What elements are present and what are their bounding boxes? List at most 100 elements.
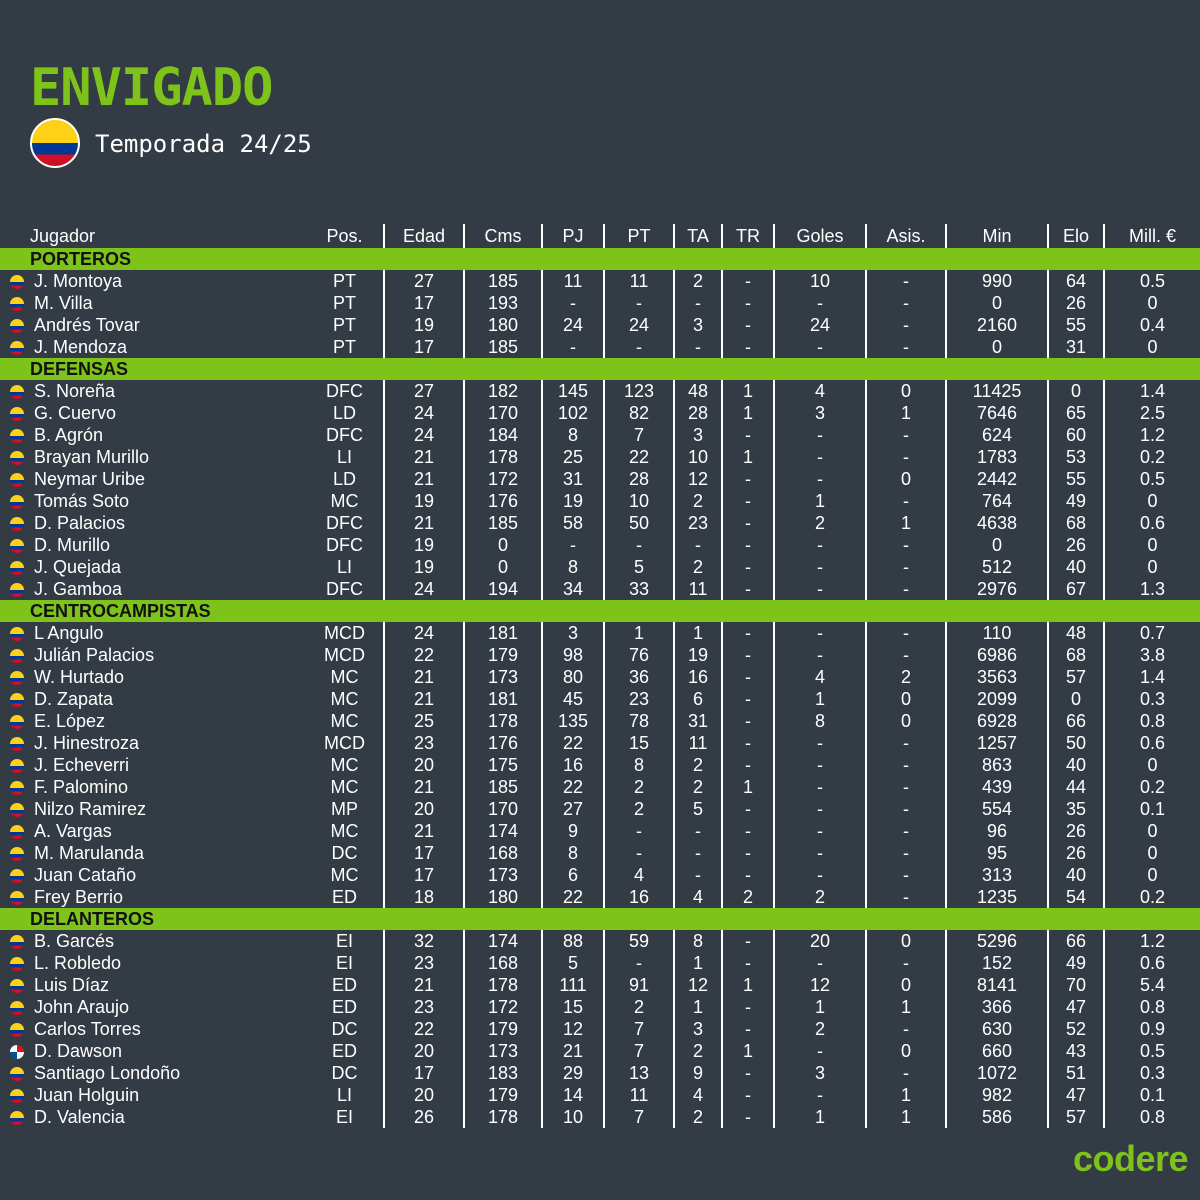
cell-age: 17 [383,1062,464,1084]
table-row: F. Palomino MC 21 185 22 2 2 1- -439 44 0.2 [0,776,1200,798]
cell-minutes: 7646 [945,402,1048,424]
cell-value: 0 [1103,556,1200,578]
cell-age: 17 [383,864,464,886]
cell-player: E. López [0,710,306,732]
player-name: Juan Cataño [34,865,137,885]
table-row: L Angulo MCD 24 181 3 1 1- - -110 48 0.7 [0,622,1200,644]
cell-height: 193 [463,292,542,314]
colombia-flag-icon [10,1001,24,1015]
cell-minutes: 586 [945,1106,1048,1128]
cell-yellow-cards: 12 [673,468,722,490]
cell-goals: - [773,864,866,886]
cell-elo: 26 [1047,820,1104,842]
cell-matches-started: 91 [603,974,674,996]
cell-elo: 67 [1047,578,1104,600]
cell-position: PT [332,337,356,357]
cell-value: 0 [1103,292,1200,314]
cell-height: 174 [463,820,542,842]
cell-age: 27 [383,270,464,292]
cell-goals: - [773,622,866,644]
cell-position: LI [336,1085,352,1105]
cell-matches-played: 10 [541,1106,604,1128]
cell-goals: 24 [773,314,866,336]
cell-red-cards: - [721,314,774,336]
table-row: B. Agrón DFC 24 184 8 7 3- - -624 60 1.2 [0,424,1200,446]
cell-value: 1.3 [1103,578,1200,600]
cell-red-cards: 1 [721,776,774,798]
cell-position: DFC [326,425,363,445]
cell-age: 19 [383,556,464,578]
cell-elo: 50 [1047,732,1104,754]
cell-value: 0.6 [1103,512,1200,534]
cell-elo: 49 [1047,490,1104,512]
cell-red-cards: 1 [721,446,774,468]
cell-player: Santiago Londoño [0,1062,306,1084]
player-name: W. Hurtado [34,667,125,687]
table-row: D. Murillo DFC 19 0- - - - - -0 26 0 [0,534,1200,556]
cell-goals: - [773,644,866,666]
cell-matches-played: 31 [541,468,604,490]
player-name: M. Marulanda [34,843,145,863]
cell-height: 179 [463,644,542,666]
table-row: Andrés Tovar PT 19 180 24 24 3-24-2160 55 0.4 [0,314,1200,336]
cell-assists: 0 [865,1040,946,1062]
cell-assists: - [865,490,946,512]
colombia-flag-icon [10,561,24,575]
column-header-value: Mill. € [1103,224,1200,248]
cell-player: D. Dawson [0,1040,306,1062]
cell-value: 3.8 [1103,644,1200,666]
cell-matches-started: 36 [603,666,674,688]
colombia-flag-icon [10,891,24,905]
cell-value: 0.1 [1103,798,1200,820]
cell-yellow-cards: 4 [673,886,722,908]
cell-minutes: 630 [945,1018,1048,1040]
cell-minutes: 990 [945,270,1048,292]
cell-height: 170 [463,798,542,820]
cell-player: D. Zapata [0,688,306,710]
cell-position: MCD [324,645,365,665]
cell-assists: 1 [865,1106,946,1128]
cell-minutes: 6986 [945,644,1048,666]
cell-assists: - [865,732,946,754]
cell-position: ED [331,997,357,1017]
cell-age: 19 [383,490,464,512]
cell-red-cards: - [721,996,774,1018]
cell-height: 172 [463,468,542,490]
cell-player: J. Gamboa [0,578,306,600]
cell-matches-played: 3 [541,622,604,644]
cell-matches-started: - [603,534,674,556]
cell-matches-played: 15 [541,996,604,1018]
section-label: DELANTEROS [0,908,1200,930]
cell-minutes: 982 [945,1084,1048,1106]
cell-elo: 68 [1047,512,1104,534]
cell-yellow-cards: - [673,336,722,358]
colombia-flag-icon [10,297,24,311]
cell-matches-played: 102 [541,402,604,424]
colombia-flag-icon [30,118,80,168]
player-name: J. Mendoza [34,337,128,357]
cell-height: 178 [463,974,542,996]
cell-matches-played: 9 [541,820,604,842]
cell-position: EI [335,931,353,951]
cell-yellow-cards: - [673,820,722,842]
cell-assists: 0 [865,930,946,952]
cell-minutes: 6928 [945,710,1048,732]
cell-minutes: 95 [945,842,1048,864]
cell-goals: - [773,556,866,578]
cell-value: 0.6 [1103,732,1200,754]
cell-assists: 0 [865,380,946,402]
cell-value: 0.3 [1103,688,1200,710]
cell-goals: 1 [773,1106,866,1128]
cell-height: 185 [463,336,542,358]
cell-goals: 20 [773,930,866,952]
cell-age: 20 [383,1084,464,1106]
cell-goals: 1 [773,688,866,710]
cell-age: 19 [383,534,464,556]
cell-minutes: 1783 [945,446,1048,468]
cell-yellow-cards: 48 [673,380,722,402]
cell-player: G. Cuervo [0,402,306,424]
cell-player: Andrés Tovar [0,314,306,336]
cell-matches-started: 11 [603,1084,674,1106]
cell-height: 175 [463,754,542,776]
cell-elo: 40 [1047,556,1104,578]
